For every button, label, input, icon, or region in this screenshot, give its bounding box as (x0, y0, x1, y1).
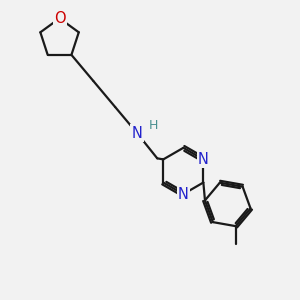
Text: N: N (132, 126, 142, 141)
Text: O: O (54, 11, 65, 26)
Text: N: N (178, 187, 189, 202)
Text: H: H (148, 119, 158, 132)
Text: N: N (198, 152, 209, 167)
